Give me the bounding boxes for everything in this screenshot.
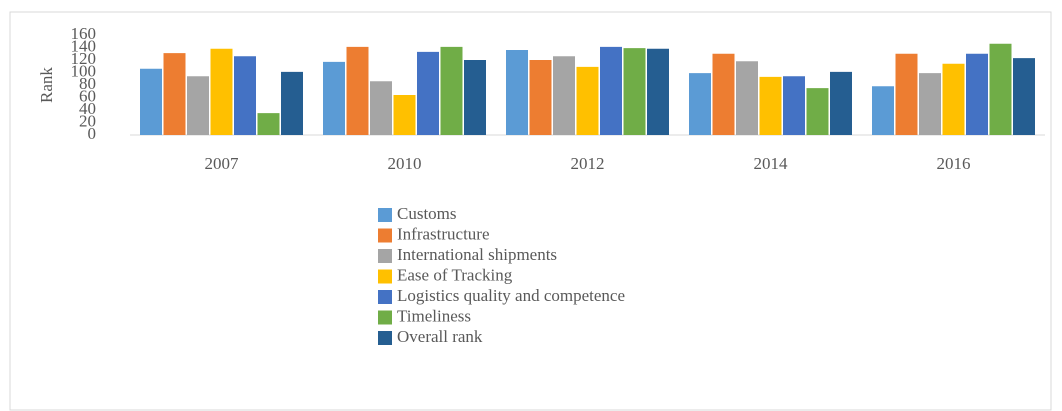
bar [393, 95, 416, 135]
bar [464, 60, 486, 135]
bar [647, 48, 669, 135]
y-tick-label: 80 [79, 74, 96, 93]
bar [417, 51, 439, 135]
bar [783, 76, 805, 135]
legend-swatch [378, 249, 392, 263]
y-axis-label: Rank [37, 67, 56, 103]
bar [759, 76, 782, 135]
bar [919, 73, 941, 135]
y-tick-label: 40 [79, 99, 96, 118]
bar [576, 66, 599, 135]
y-tick-label: 120 [71, 49, 97, 68]
legend-swatch [378, 310, 392, 325]
y-tick-label: 60 [79, 86, 96, 105]
bar [600, 46, 622, 135]
bar [623, 48, 646, 135]
bar [506, 50, 528, 135]
y-tick-label: 20 [79, 111, 96, 130]
y-tick-label: 0 [88, 124, 97, 143]
x-tick-label: 2007 [205, 154, 240, 173]
x-tick-label: 2012 [571, 154, 605, 173]
bar [689, 73, 711, 135]
bar [234, 56, 256, 135]
bar [806, 88, 829, 135]
bar [895, 53, 918, 135]
bar [872, 86, 894, 135]
x-tick-label: 2016 [937, 154, 971, 173]
legend-swatch [378, 269, 392, 284]
bar [712, 53, 735, 135]
legend-label: Customs [397, 204, 457, 223]
bar [529, 60, 552, 135]
legend-label: Timeliness [397, 306, 471, 325]
legend-label: Overall rank [397, 327, 483, 346]
legend-swatch [378, 228, 392, 243]
legend-swatch [378, 290, 392, 304]
bar [281, 71, 303, 135]
bar [989, 43, 1012, 135]
bar [370, 81, 392, 135]
x-tick-label: 2010 [388, 154, 422, 173]
bar [346, 46, 369, 135]
legend-swatch [378, 208, 392, 222]
bar [553, 56, 575, 135]
legend-label: Logistics quality and competence [397, 286, 625, 305]
legend-label: Ease of Tracking [397, 265, 513, 284]
legend-swatch [378, 331, 392, 345]
bar [966, 53, 988, 135]
bar [210, 48, 233, 135]
bar [942, 63, 965, 135]
bar [323, 61, 345, 135]
bar [1013, 58, 1035, 135]
x-tick-label: 2014 [754, 154, 789, 173]
y-tick-label: 100 [71, 61, 97, 80]
bar [736, 61, 758, 135]
bar [163, 53, 186, 135]
bar [830, 71, 852, 135]
y-tick-label: 160 [71, 24, 97, 43]
bar [440, 46, 463, 135]
bar [257, 113, 280, 135]
y-tick-label: 140 [71, 36, 97, 55]
legend-label: Infrastructure [397, 224, 490, 243]
bar [187, 76, 209, 135]
bar [140, 68, 162, 135]
legend-label: International shipments [397, 245, 557, 264]
